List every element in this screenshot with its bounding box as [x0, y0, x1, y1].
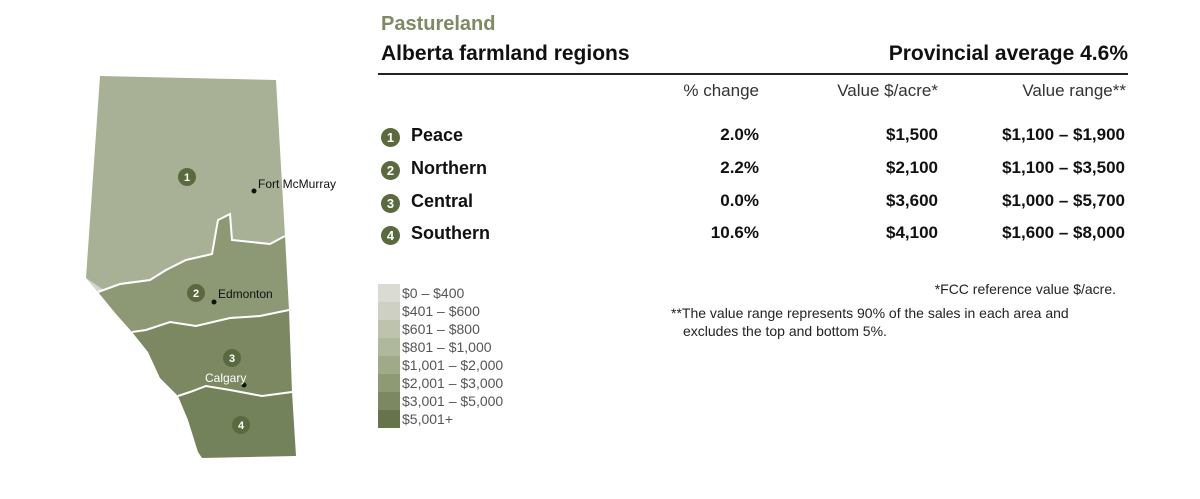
provincial-average: Provincial average 4.6% [888, 42, 1128, 65]
range-footnote: **The value range represents 90% of the … [671, 304, 1131, 340]
map-badge-4: 4 [232, 416, 250, 434]
table-row: 3 Central 0.0% $3,600 $1,000 – $5,700 [381, 191, 1127, 217]
city-label-edmonton: Edmonton [218, 287, 273, 301]
city-dot-fort-mcmurray [251, 188, 257, 194]
range-footnote-line-2: excludes the top and bottom 5%. [683, 323, 887, 339]
region-number-badge: 1 [381, 128, 400, 147]
section-subtitle: Pastureland [381, 13, 496, 35]
map-boundary-2 [131, 309, 290, 333]
city-label-fort-mcmurray: Fort McMurray [258, 177, 336, 191]
region-value: $4,100 [886, 223, 938, 242]
legend-swatch [378, 392, 400, 410]
region-name: Peace [411, 125, 464, 145]
svg-text:1: 1 [184, 172, 190, 184]
region-name: Southern [411, 223, 490, 243]
map-badge-3: 3 [223, 349, 241, 367]
table-row: 4 Southern 10.6% $4,100 $1,600 – $8,000 [381, 223, 1127, 249]
header-rule [378, 73, 1128, 75]
city-dot-edmonton [211, 299, 217, 305]
legend-label: $5,001+ [402, 411, 453, 427]
alberta-map: 1 2 3 4 Fort McMurray Edmonton Calgary [86, 76, 336, 458]
city-label-calgary: Calgary [205, 371, 246, 385]
region-pct-change: 0.0% [720, 191, 759, 210]
map-region-central [132, 310, 292, 396]
legend-swatch [378, 374, 400, 392]
region-number-badge: 2 [381, 161, 400, 180]
region-range: $1,100 – $1,900 [1002, 125, 1125, 144]
city-dot-calgary [241, 382, 247, 388]
table-row: 1 Peace 2.0% $1,500 $1,100 – $1,900 [381, 125, 1127, 151]
region-range: $1,600 – $8,000 [1002, 223, 1125, 242]
legend-swatch [378, 302, 400, 320]
svg-text:2: 2 [193, 288, 199, 300]
region-pct-change: 10.6% [710, 223, 759, 242]
legend-swatch [378, 410, 400, 428]
map-boundary-3 [177, 384, 293, 398]
fcc-footnote: *FCC reference value $/acre. [934, 281, 1116, 297]
legend-label: $2,001 – $3,000 [402, 375, 504, 391]
map-badge-2: 2 [187, 284, 205, 302]
region-range: $1,100 – $3,500 [1002, 158, 1125, 177]
legend-label: $601 – $800 [402, 321, 480, 337]
region-pct-change: 2.0% [720, 125, 759, 144]
legend-swatch [378, 320, 400, 338]
region-name: Central [411, 191, 474, 211]
column-header-range: Value range** [1022, 81, 1126, 100]
svg-text:3: 3 [229, 353, 235, 365]
region-name: Northern [411, 158, 487, 178]
column-header-value: Value $/acre* [837, 81, 938, 100]
region-value: $3,600 [886, 191, 938, 210]
svg-text:4: 4 [238, 420, 245, 432]
map-badge-1: 1 [178, 168, 196, 186]
page-title: Alberta farmland regions [381, 42, 630, 65]
region-pct-change: 2.2% [720, 158, 759, 177]
region-range: $1,000 – $5,700 [1002, 191, 1125, 210]
region-number-badge: 3 [381, 194, 400, 213]
legend-swatch [378, 356, 400, 374]
column-header-pct-change: % change [683, 81, 759, 100]
region-number-badge: 4 [381, 226, 400, 245]
legend-label: $1,001 – $2,000 [402, 357, 504, 373]
table-row: 2 Northern 2.2% $2,100 $1,100 – $3,500 [381, 158, 1127, 184]
legend-label: $401 – $600 [402, 303, 480, 319]
legend-label: $3,001 – $5,000 [402, 393, 504, 409]
map-region-northern [98, 214, 289, 332]
region-value: $1,500 [886, 125, 938, 144]
legend-label: $801 – $1,000 [402, 339, 492, 355]
legend-label: $0 – $400 [402, 285, 465, 301]
legend-swatch [378, 284, 400, 302]
map-boundary-1 [97, 212, 286, 293]
legend-swatch [378, 338, 400, 356]
range-footnote-line-1: **The value range represents 90% of the … [671, 305, 1069, 321]
region-value: $2,100 [886, 158, 938, 177]
